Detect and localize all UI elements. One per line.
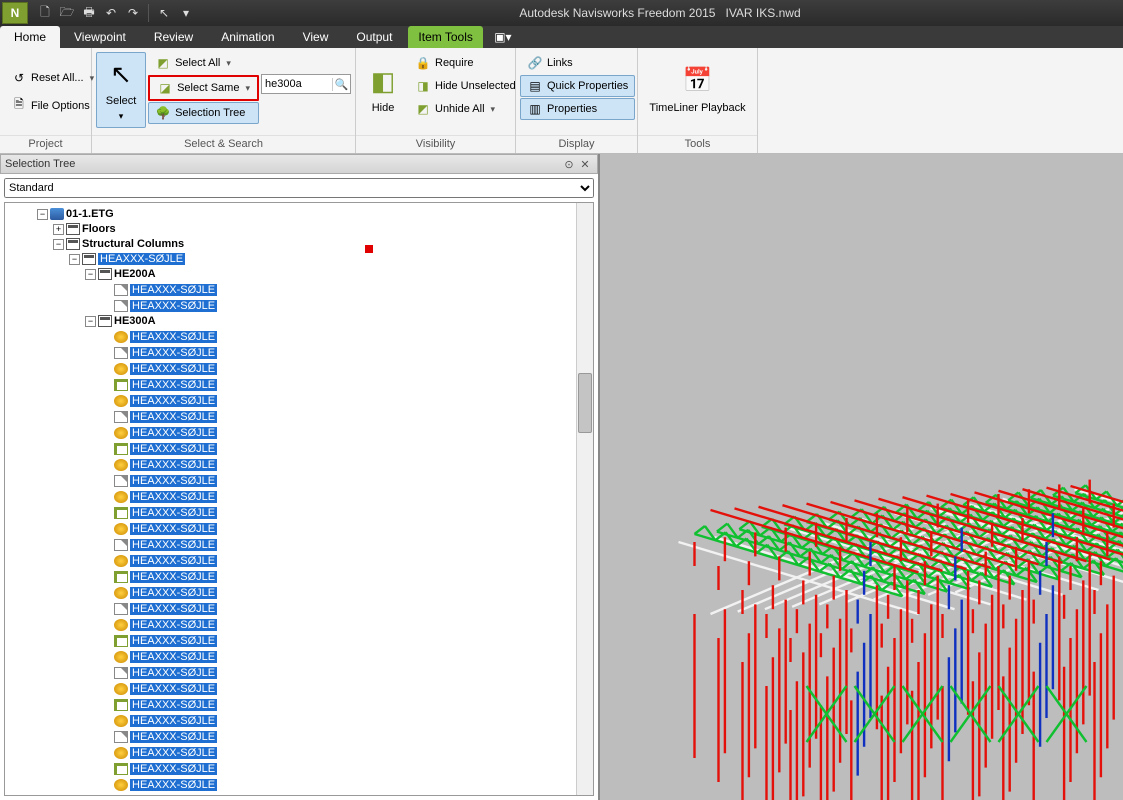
search-field[interactable] [262,77,332,91]
model-render [610,414,1123,800]
select-all-button[interactable]: ◩Select All [148,52,259,74]
properties-button[interactable]: ▥Properties [520,98,635,120]
new-icon[interactable]: 🗋 [35,3,55,23]
tab-view[interactable]: View [289,26,343,48]
links-button[interactable]: 🔗Links [520,52,635,74]
tree-scrollbar[interactable] [576,203,593,795]
tab-output[interactable]: Output [342,26,406,48]
titlebar: N 🗋 🗁 🖶 ↶ ↷ ↖ ▾ Autodesk Navisworks Free… [0,0,1123,26]
tab-animation[interactable]: Animation [207,26,288,48]
panel-pin-icon[interactable]: ⊙ [561,158,577,171]
panel-label-display: Display [516,135,637,153]
reset-icon: ↺ [11,70,27,86]
selection-tree-button[interactable]: 🌳Selection Tree [148,102,259,124]
select-cursor-icon[interactable]: ↖ [154,3,174,23]
select-same-button[interactable]: ◪Select Same [150,77,257,99]
tab-viewpoint[interactable]: Viewpoint [60,26,140,48]
3d-viewport[interactable] [600,154,1123,800]
tree-mode-select[interactable]: Standard [4,178,594,198]
print-icon[interactable]: 🖶 [79,3,99,23]
redo-icon[interactable]: ↷ [123,3,143,23]
search-icon[interactable]: 🔍 [332,78,350,91]
panel-label-tools: Tools [638,135,757,153]
hideunsel-icon: ◨ [415,78,431,94]
quick-properties-button[interactable]: ▤Quick Properties [520,75,635,97]
file-options-button[interactable]: 🗎File Options [4,95,101,117]
reset-all-button[interactable]: ↺Reset All... [4,67,101,89]
tab-home[interactable]: Home [0,26,60,48]
quickprops-icon: ▤ [527,78,543,94]
options-icon: 🗎 [11,98,27,114]
require-icon: 🔒 [415,55,431,71]
timeliner-icon: 📅 [682,66,714,98]
cursor-icon: ↖ [105,59,137,91]
unhide-icon: ◩ [415,101,431,117]
require-button[interactable]: 🔒Require [408,52,523,74]
tree-icon: 🌳 [155,105,171,121]
hide-button[interactable]: ◧ Hide [360,52,406,128]
open-icon[interactable]: 🗁 [57,3,77,23]
tab-help-icon[interactable]: ▣▾ [483,26,523,48]
hide-unselected-button[interactable]: ◨Hide Unselected [408,75,523,97]
ribbon: ↺Reset All... 🗎File Options Project ↖ Se… [0,48,1123,154]
panel-close-icon[interactable]: ✕ [577,158,593,171]
selection-tree[interactable]: 01-1.ETGFloorsStructural ColumnsHEAXXX-S… [5,203,593,796]
selectall-icon: ◩ [155,55,171,71]
panel-label-project: Project [0,135,91,153]
links-icon: 🔗 [527,55,543,71]
unhide-all-button[interactable]: ◩Unhide All [408,98,523,120]
ribbon-tabs: Home Viewpoint Review Animation View Out… [0,26,1123,48]
hide-icon: ◧ [367,66,399,98]
props-icon: ▥ [527,101,543,117]
selection-tree-panel: Selection Tree ⊙ ✕ Standard 01-1.ETGFloo… [0,154,600,800]
undo-icon[interactable]: ↶ [101,3,121,23]
qat-dropdown-icon[interactable]: ▾ [176,3,196,23]
panel-title: Selection Tree [5,158,75,170]
window-title: Autodesk Navisworks Freedom 2015 IVAR IK… [197,6,1123,20]
panel-label-visibility: Visibility [356,135,515,153]
select-button[interactable]: ↖ Select ▾ [96,52,146,128]
quick-find-input[interactable]: 🔍 [261,74,351,94]
tab-item-tools[interactable]: Item Tools [408,26,482,48]
panel-label-select: Select & Search [92,135,355,153]
timeliner-button[interactable]: 📅 TimeLiner Playback [648,52,748,128]
tab-review[interactable]: Review [140,26,207,48]
selectsame-icon: ◪ [157,80,173,96]
app-icon[interactable]: N [2,2,28,24]
